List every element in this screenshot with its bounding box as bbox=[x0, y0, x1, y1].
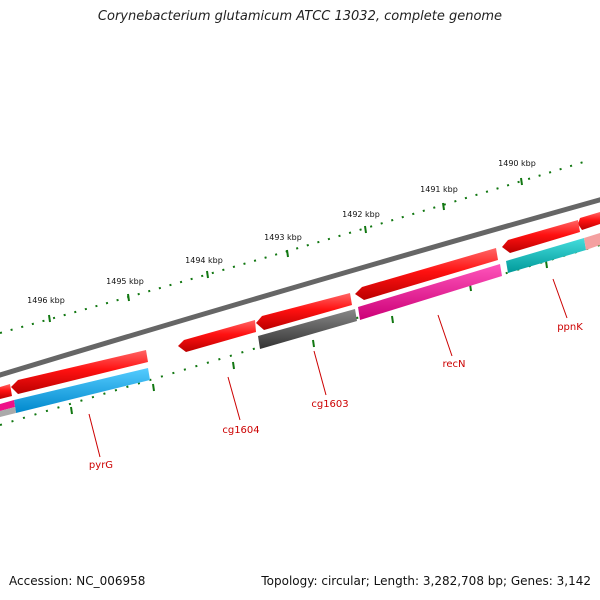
cds-track bbox=[0, 212, 600, 399]
tick-label-1493: 1493 kbp bbox=[264, 233, 302, 242]
gene-label-pyrG[interactable]: pyrG bbox=[89, 460, 113, 471]
major-ticks-outer bbox=[48, 177, 523, 323]
cds-feature[interactable] bbox=[578, 212, 600, 230]
gene-label-cg1604[interactable]: cg1604 bbox=[222, 425, 259, 436]
scale-ring-outer bbox=[0, 159, 591, 334]
gene-feature-pyrG[interactable] bbox=[14, 368, 150, 413]
gene-feature-recN[interactable] bbox=[358, 264, 502, 320]
tick-label-1490: 1490 kbp bbox=[498, 159, 536, 168]
gene-label-ppnK[interactable]: ppnK bbox=[557, 322, 583, 333]
gene-label-cg1603[interactable]: cg1603 bbox=[311, 399, 348, 410]
tick-label-1492: 1492 kbp bbox=[342, 210, 380, 219]
gene-label-recN[interactable]: recN bbox=[442, 359, 465, 370]
cds-feature[interactable] bbox=[256, 293, 352, 330]
cds-feature[interactable] bbox=[355, 248, 498, 300]
gene-feature-cg1603[interactable] bbox=[258, 309, 357, 349]
tick-label-1496: 1496 kbp bbox=[27, 296, 65, 305]
cds-feature[interactable] bbox=[11, 350, 148, 394]
gene-feature-ppnK[interactable] bbox=[506, 238, 586, 273]
cds-feature[interactable] bbox=[178, 320, 256, 352]
genome-summary-text: Topology: circular; Length: 3,282,708 bp… bbox=[261, 574, 591, 588]
cds-feature[interactable] bbox=[502, 220, 580, 253]
tick-label-1495: 1495 kbp bbox=[106, 277, 144, 286]
gene-feature-grey-left[interactable] bbox=[0, 407, 16, 417]
map-title: Corynebacterium glutamicum ATCC 13032, c… bbox=[97, 9, 503, 24]
gene-feature-pink-right[interactable] bbox=[584, 233, 600, 250]
tick-label-1494: 1494 kbp bbox=[185, 256, 223, 265]
label-leaders bbox=[88, 278, 568, 458]
gene-track bbox=[0, 233, 600, 417]
accession-text: Accession: NC_006958 bbox=[9, 574, 146, 588]
gene-feature-pink-left[interactable] bbox=[0, 400, 15, 411]
genome-backbone bbox=[0, 197, 600, 378]
cds-feature[interactable] bbox=[0, 384, 12, 399]
tick-label-1491: 1491 kbp bbox=[420, 185, 458, 194]
